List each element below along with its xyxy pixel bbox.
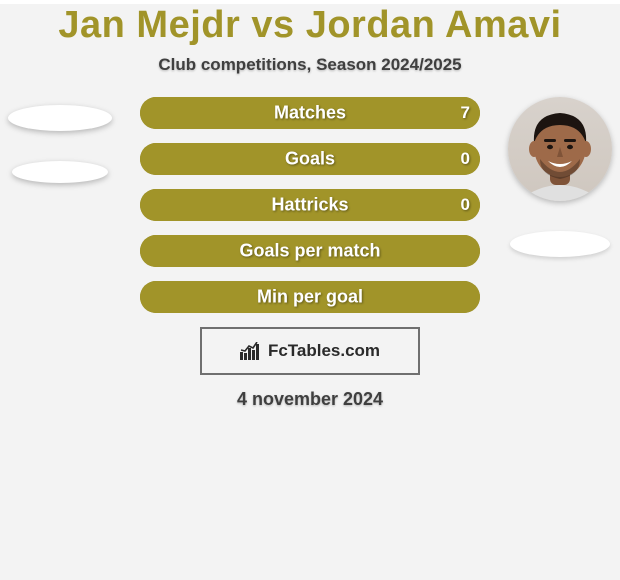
subtitle: Club competitions, Season 2024/2025 xyxy=(0,55,620,75)
stat-bar: Goals per match xyxy=(140,235,480,267)
right-team-pill xyxy=(510,231,610,257)
bar-segment-left xyxy=(140,189,310,221)
left-avatar-column xyxy=(0,97,120,183)
stat-bars: Matches7 Goals0 Hattricks0 Goals per match M… xyxy=(140,97,480,313)
bar-segment-left xyxy=(140,97,147,129)
brand-text: FcTables.com xyxy=(268,341,380,361)
left-avatar-placeholder-1 xyxy=(8,105,112,131)
comparison-infographic: Jan Mejdr vs Jordan Amavi Club competiti… xyxy=(0,4,620,580)
page-title: Jan Mejdr vs Jordan Amavi xyxy=(0,4,620,47)
player-left-name: Jan Mejdr xyxy=(58,4,240,46)
stat-bar: Min per goal xyxy=(140,281,480,313)
bar-segment-right xyxy=(310,143,480,175)
title-vs: vs xyxy=(251,4,294,46)
bar-chart-icon xyxy=(240,342,262,360)
content-region: Matches7 Goals0 Hattricks0 Goals per match M… xyxy=(0,97,620,410)
bar-segment-left xyxy=(140,143,310,175)
bar-segment-left xyxy=(140,235,310,267)
right-player-avatar xyxy=(508,97,612,201)
left-avatar-placeholder-2 xyxy=(12,161,108,183)
avatar-illustration xyxy=(508,97,612,201)
bar-segment-right xyxy=(310,189,480,221)
stat-bar: Goals0 xyxy=(140,143,480,175)
right-avatar-column xyxy=(500,97,620,257)
player-right-name: Jordan Amavi xyxy=(306,4,562,46)
stat-bar: Matches7 xyxy=(140,97,480,129)
stat-bar: Hattricks0 xyxy=(140,189,480,221)
bar-segment-left xyxy=(140,281,310,313)
brand-box: FcTables.com xyxy=(200,327,420,375)
bar-segment-right xyxy=(310,281,480,313)
bar-segment-right xyxy=(310,235,480,267)
date-label: 4 november 2024 xyxy=(0,389,620,410)
bar-segment-right xyxy=(147,97,480,129)
